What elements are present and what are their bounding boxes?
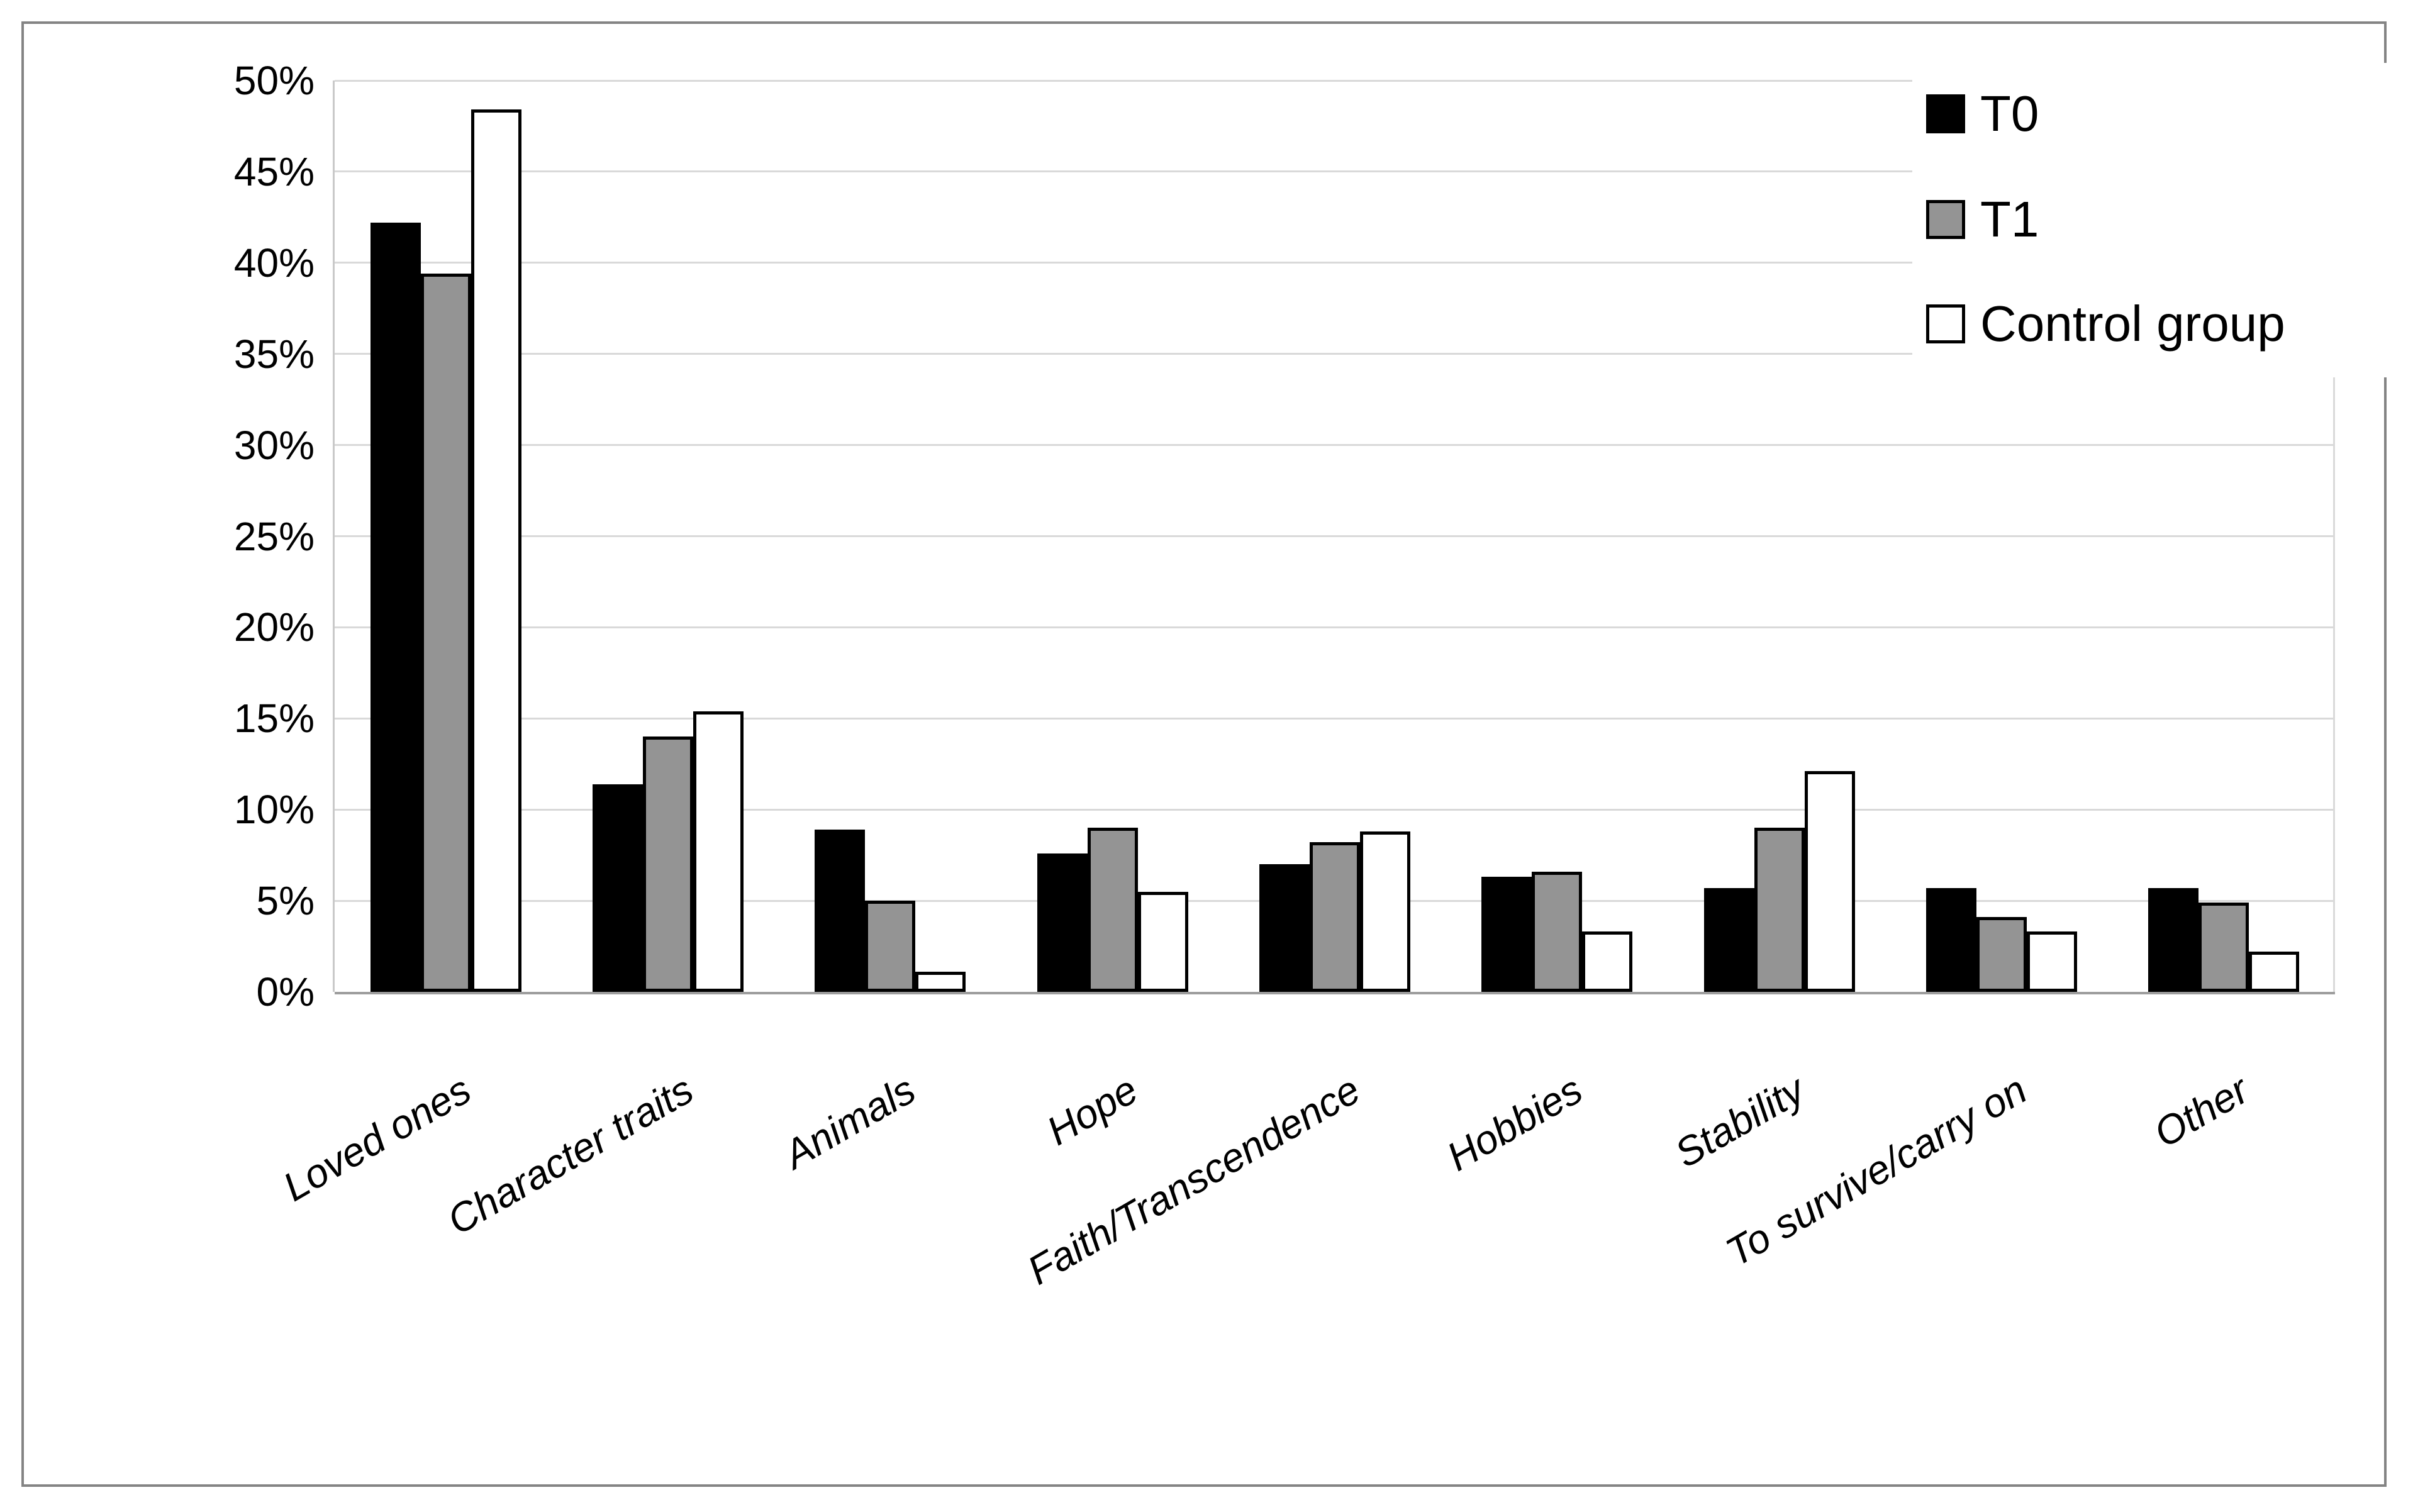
- bar-t0-hobbies: [1481, 877, 1532, 992]
- bar-t1-to-survive-carry-on: [1976, 917, 2027, 992]
- legend-label-t0: T0: [1980, 86, 2039, 142]
- bar-control-group-faith-transcendence: [1360, 831, 1410, 992]
- y-axis-tick-label: 25%: [233, 514, 315, 559]
- bar-control-group-hobbies: [1582, 931, 1632, 992]
- bar-control-group-other: [2249, 952, 2299, 992]
- legend-item-t0: T0: [1926, 87, 2039, 141]
- y-axis-tick-label: 35%: [233, 331, 315, 377]
- bar-t0-faith-transcendence: [1259, 864, 1310, 992]
- legend-swatch-t1: [1926, 200, 1965, 239]
- gridline-45: [335, 170, 2335, 172]
- bar-t0-stability: [1704, 888, 1754, 992]
- legend-label-control-group: Control group: [1980, 296, 2285, 352]
- bar-t0-other: [2148, 888, 2198, 992]
- y-axis-tick-label: 15%: [233, 696, 315, 741]
- legend: T0 T1 Control group: [1912, 63, 2397, 377]
- bar-t0-character-traits: [593, 784, 643, 992]
- gridline-40: [335, 262, 2335, 264]
- gridline-15: [335, 718, 2335, 720]
- y-axis-tick-label: 10%: [233, 787, 315, 832]
- plot-area: [333, 80, 2335, 994]
- y-axis-tick-label: 30%: [233, 423, 315, 468]
- bar-t0-animals: [815, 830, 865, 992]
- bar-t1-faith-transcendence: [1310, 842, 1360, 992]
- gridline-25: [335, 535, 2335, 537]
- gridline-10: [335, 809, 2335, 811]
- y-axis-tick-label: 50%: [233, 58, 315, 103]
- bar-control-group-stability: [1805, 771, 1855, 992]
- legend-label-t1: T1: [1980, 191, 2039, 247]
- legend-item-control-group: Control group: [1926, 297, 2285, 351]
- bar-t0-loved-ones: [371, 223, 421, 992]
- bar-t0-hope: [1037, 853, 1088, 992]
- bar-t1-stability: [1754, 828, 1805, 992]
- y-axis-tick-label: 20%: [233, 604, 315, 650]
- gridline-30: [335, 444, 2335, 446]
- bar-control-group-animals: [915, 972, 966, 992]
- gridline-35: [335, 353, 2335, 355]
- y-axis-line: [333, 81, 335, 992]
- bar-t1-character-traits: [643, 737, 693, 992]
- bar-control-group-loved-ones: [471, 109, 521, 992]
- y-axis-tick-label: 5%: [256, 878, 315, 923]
- bar-control-group-hope: [1138, 892, 1188, 992]
- legend-swatch-control-group: [1926, 304, 1965, 343]
- bar-t1-loved-ones: [421, 274, 471, 992]
- bar-control-group-character-traits: [693, 711, 744, 992]
- chart-outer-border: [21, 21, 2387, 1487]
- y-axis-tick-label: 0%: [256, 969, 315, 1014]
- bar-t1-hope: [1088, 828, 1138, 992]
- bar-t1-other: [2198, 903, 2249, 992]
- gridline-20: [335, 626, 2335, 628]
- y-axis-tick-label: 45%: [233, 149, 315, 194]
- legend-item-t1: T1: [1926, 192, 2039, 247]
- y-axis-tick-label: 40%: [233, 240, 315, 286]
- bar-control-group-to-survive-carry-on: [2027, 931, 2077, 992]
- gridline-50: [335, 80, 2335, 82]
- bar-t1-hobbies: [1532, 872, 1582, 992]
- legend-swatch-t0: [1926, 94, 1965, 133]
- gridline-0: [335, 992, 2335, 994]
- bar-t1-animals: [865, 901, 915, 992]
- bar-t0-to-survive-carry-on: [1926, 888, 1976, 992]
